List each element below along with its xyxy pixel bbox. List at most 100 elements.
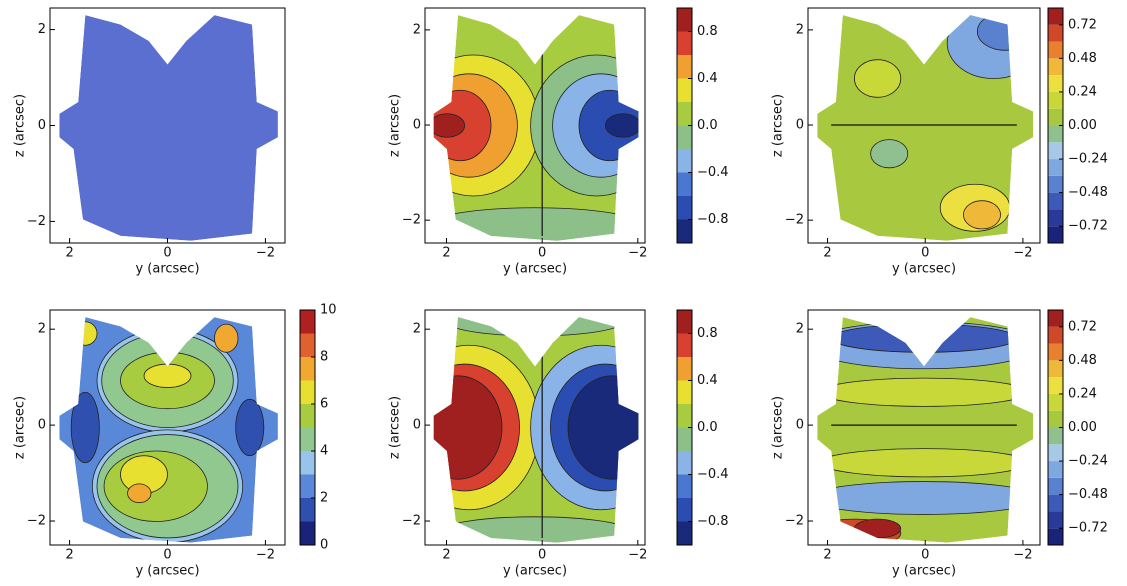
colorbar-band [677,8,692,32]
contour-region [853,59,902,98]
colorbar-band [300,310,315,334]
colorbar-band [677,125,692,149]
colorbar-band [1048,360,1063,378]
colorbar-band [677,357,692,381]
x-axis-label: y (arcsec) [503,564,567,579]
y-tick-label: 2 [796,322,804,337]
colorbar-band [1048,226,1063,243]
colorbar-band [1048,444,1063,462]
colorbar-band [677,149,692,173]
colorbar-band [300,357,315,381]
x-tick-label: 0 [163,548,171,563]
colorbar-band [677,380,692,404]
colorbar-band [1048,343,1063,361]
panel: 2 0 −2 2 0 −2 y (arcsec) z (arcsec) [13,7,286,277]
y-axis-label: z (arcsec) [771,396,786,459]
colorbar-band [300,380,315,404]
contour-region [963,200,1001,230]
colorbar-band [1048,209,1063,227]
y-axis-label: z (arcsec) [388,396,403,459]
y-tick-label: 2 [413,322,421,337]
contour-region [235,398,265,457]
y-axis-label: z (arcsec) [388,94,403,157]
colorbar-tick-label: 0.72 [1068,17,1097,32]
colorbar-tick-label: 0.48 [1068,51,1097,66]
colorbar-band [677,102,692,126]
colorbar-band [1048,24,1063,42]
colorbar-band [1048,159,1063,176]
colorbar-tick-label: 0.4 [697,373,718,388]
y-tick-label: −2 [27,214,46,229]
x-tick-label: −2 [628,548,647,563]
x-tick-label: 2 [442,246,450,261]
colorbar-band [1048,477,1063,495]
colorbar-band [677,219,692,243]
x-axis-label: y (arcsec) [892,262,956,277]
colorbar-tick-label: 0.0 [697,420,718,435]
y-axis-label: z (arcsec) [771,94,786,157]
colorbar-band [300,498,315,522]
y-tick-label: 2 [796,22,804,37]
contour-region [433,207,639,241]
colorbar-tick-label: −0.48 [1068,185,1108,200]
x-tick-label: −2 [628,246,647,261]
x-tick-label: 0 [163,246,171,261]
contour-region [830,323,1018,353]
axes-frame [807,309,1041,546]
y-tick-label: 0 [796,418,804,433]
contour-region [870,139,909,169]
map [433,317,639,543]
colorbar-band [300,427,315,451]
colorbar-band [1048,310,1063,327]
y-tick-label: 0 [413,418,421,433]
colorbar-band [1048,8,1063,25]
colorbar-frame [299,309,316,546]
colorbar-tick-label: 0.00 [1068,420,1097,435]
map [433,15,639,241]
x-tick-label: 2 [823,246,831,261]
y-tick-label: 0 [38,418,46,433]
colorbar-tick-label: −0.8 [697,212,729,227]
colorbar-band [1048,75,1063,92]
colorbar-band [1048,125,1063,143]
colorbar-band [1048,192,1063,210]
y-tick-label: 2 [38,22,46,37]
colorbar-band [677,55,692,79]
colorbar-band [300,521,315,545]
x-tick-label: −2 [1013,548,1032,563]
contour-region [127,483,152,504]
x-tick-label: −2 [256,246,275,261]
y-tick-label: −2 [27,514,46,529]
x-tick-label: 2 [65,246,73,261]
colorbar-tick-label: 0.48 [1068,353,1097,368]
colorbar-band [677,172,692,196]
contour-region [214,323,239,353]
colorbar-band [300,333,315,357]
panel: 2 0 −2 2 0 −2 y (arcsec) z (arcsec) 0.8 0.4 0.0 −0.… [388,7,729,277]
colorbar-tick-label: 0.24 [1068,386,1097,401]
contour-region [605,113,639,138]
colorbar-band [677,310,692,334]
map [59,317,278,543]
contour-region [73,321,98,346]
colorbar-tick-label: 0.8 [697,326,718,341]
y-tick-label: −2 [785,514,804,529]
colorbar-tick-label: 0.00 [1068,118,1097,133]
colorbar-band [1048,91,1063,109]
colorbar-band [1048,175,1063,193]
axes-frame [424,309,646,546]
colorbar-tick-label: 4 [320,444,328,459]
colorbar-band [1048,142,1063,160]
colorbar-tick-label: −0.8 [697,514,729,529]
x-tick-label: 2 [65,548,73,563]
y-tick-label: 0 [38,118,46,133]
x-tick-label: 0 [538,548,546,563]
colorbar-band [677,196,692,220]
colorbar-band [1048,511,1063,529]
map [817,317,1033,543]
x-axis-label: y (arcsec) [135,564,199,579]
contour-region [819,448,1029,478]
colorbar-band [677,474,692,498]
colorbar-band [677,451,692,475]
colorbar-tick-label: −0.72 [1068,521,1108,536]
